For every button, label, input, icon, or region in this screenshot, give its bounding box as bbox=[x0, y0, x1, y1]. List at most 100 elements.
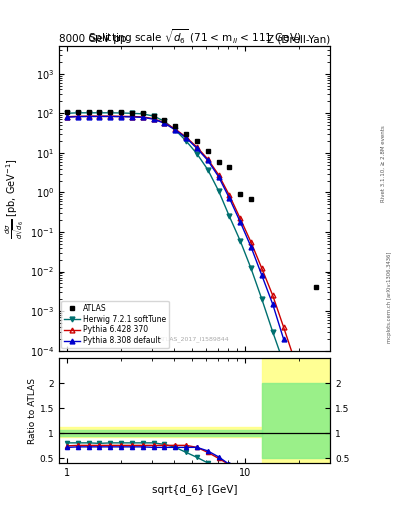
ATLAS bbox=[129, 110, 134, 116]
Herwig 7.2.1 softTune bbox=[205, 166, 210, 173]
Pythia 6.428 370 bbox=[281, 324, 286, 330]
Pythia 6.428 370 bbox=[97, 113, 102, 119]
Pythia 8.308 default bbox=[108, 114, 113, 120]
Herwig 7.2.1 softTune bbox=[238, 238, 242, 244]
Line: Pythia 6.428 370: Pythia 6.428 370 bbox=[65, 114, 297, 362]
Pythia 8.308 default bbox=[238, 219, 242, 225]
Text: 8000 GeV pp: 8000 GeV pp bbox=[59, 34, 127, 45]
Pythia 8.308 default bbox=[227, 195, 232, 201]
Pythia 8.308 default bbox=[281, 336, 286, 342]
Text: mcplots.cern.ch [arXiv:1306.3436]: mcplots.cern.ch [arXiv:1306.3436] bbox=[387, 251, 391, 343]
Line: ATLAS: ATLAS bbox=[65, 110, 318, 290]
ATLAS bbox=[238, 191, 242, 197]
Herwig 7.2.1 softTune bbox=[129, 110, 134, 116]
ATLAS bbox=[195, 138, 199, 144]
ATLAS bbox=[86, 109, 91, 115]
Pythia 6.428 370 bbox=[259, 265, 264, 271]
Pythia 8.308 default bbox=[249, 244, 253, 250]
Y-axis label: $\frac{d\sigma}{d\sqrt{d_6}}$ [pb, GeV$^{-1}$]: $\frac{d\sigma}{d\sqrt{d_6}}$ [pb, GeV$^… bbox=[4, 158, 27, 239]
Herwig 7.2.1 softTune bbox=[173, 127, 178, 133]
ATLAS bbox=[140, 110, 145, 116]
Line: Pythia 8.308 default: Pythia 8.308 default bbox=[65, 114, 286, 341]
Herwig 7.2.1 softTune bbox=[86, 110, 91, 116]
Herwig 7.2.1 softTune bbox=[108, 110, 113, 116]
ATLAS bbox=[162, 117, 167, 123]
Pythia 8.308 default bbox=[173, 127, 178, 133]
Pythia 6.428 370 bbox=[216, 172, 221, 178]
Herwig 7.2.1 softTune bbox=[151, 113, 156, 119]
ATLAS bbox=[151, 113, 156, 119]
Bar bbox=[262, 383, 330, 458]
Herwig 7.2.1 softTune bbox=[227, 213, 232, 219]
ATLAS bbox=[173, 123, 178, 130]
Herwig 7.2.1 softTune bbox=[184, 138, 189, 144]
Bar bbox=[262, 358, 330, 463]
Pythia 6.428 370 bbox=[162, 120, 167, 126]
Pythia 8.308 default bbox=[97, 114, 102, 120]
Pythia 6.428 370 bbox=[184, 134, 189, 140]
ATLAS bbox=[75, 109, 80, 115]
Pythia 6.428 370 bbox=[227, 192, 232, 198]
Pythia 6.428 370 bbox=[140, 114, 145, 120]
Pythia 6.428 370 bbox=[205, 156, 210, 162]
Pythia 8.308 default bbox=[162, 120, 167, 126]
Title: Splitting scale $\sqrt{d_{6}}$ (71 < m$_{ll}$ < 111 GeV): Splitting scale $\sqrt{d_{6}}$ (71 < m$_… bbox=[88, 27, 301, 46]
Bar bbox=[59, 431, 262, 436]
Pythia 8.308 default bbox=[184, 135, 189, 141]
Legend: ATLAS, Herwig 7.2.1 softTune, Pythia 6.428 370, Pythia 8.308 default: ATLAS, Herwig 7.2.1 softTune, Pythia 6.4… bbox=[61, 301, 169, 349]
Pythia 6.428 370 bbox=[75, 113, 80, 119]
Pythia 6.428 370 bbox=[151, 116, 156, 122]
Pythia 8.308 default bbox=[216, 174, 221, 180]
Pythia 8.308 default bbox=[195, 145, 199, 152]
Pythia 8.308 default bbox=[140, 114, 145, 120]
Herwig 7.2.1 softTune bbox=[119, 110, 123, 116]
Pythia 6.428 370 bbox=[173, 126, 178, 132]
Herwig 7.2.1 softTune bbox=[75, 110, 80, 116]
Text: ATLAS_2017_I1589844: ATLAS_2017_I1589844 bbox=[159, 336, 230, 342]
Herwig 7.2.1 softTune bbox=[249, 265, 253, 271]
Text: Z (Drell-Yan): Z (Drell-Yan) bbox=[267, 34, 330, 45]
Pythia 8.308 default bbox=[259, 272, 264, 279]
ATLAS bbox=[249, 196, 253, 202]
Pythia 8.308 default bbox=[65, 114, 70, 120]
Pythia 8.308 default bbox=[151, 116, 156, 122]
Y-axis label: Ratio to ATLAS: Ratio to ATLAS bbox=[28, 378, 37, 444]
ATLAS bbox=[108, 109, 113, 115]
Text: Rivet 3.1.10, ≥ 2.8M events: Rivet 3.1.10, ≥ 2.8M events bbox=[381, 125, 386, 202]
Herwig 7.2.1 softTune bbox=[65, 110, 70, 116]
Herwig 7.2.1 softTune bbox=[216, 188, 221, 194]
Pythia 6.428 370 bbox=[86, 113, 91, 119]
Pythia 8.308 default bbox=[270, 301, 275, 307]
Pythia 6.428 370 bbox=[249, 239, 253, 245]
Bar bbox=[59, 428, 262, 437]
Pythia 6.428 370 bbox=[292, 356, 297, 362]
Pythia 8.308 default bbox=[86, 114, 91, 120]
Herwig 7.2.1 softTune bbox=[162, 118, 167, 124]
Pythia 6.428 370 bbox=[195, 144, 199, 150]
Herwig 7.2.1 softTune bbox=[281, 359, 286, 366]
Line: Herwig 7.2.1 softTune: Herwig 7.2.1 softTune bbox=[65, 111, 297, 397]
Pythia 8.308 default bbox=[75, 114, 80, 120]
ATLAS bbox=[119, 109, 123, 115]
ATLAS bbox=[184, 131, 189, 137]
Herwig 7.2.1 softTune bbox=[140, 111, 145, 117]
Herwig 7.2.1 softTune bbox=[259, 296, 264, 302]
Pythia 6.428 370 bbox=[119, 113, 123, 119]
Pythia 8.308 default bbox=[129, 114, 134, 120]
Pythia 6.428 370 bbox=[270, 292, 275, 298]
ATLAS bbox=[314, 284, 318, 290]
Herwig 7.2.1 softTune bbox=[195, 151, 199, 157]
Pythia 6.428 370 bbox=[238, 216, 242, 222]
Pythia 6.428 370 bbox=[65, 114, 70, 120]
Herwig 7.2.1 softTune bbox=[292, 391, 297, 397]
ATLAS bbox=[216, 159, 221, 165]
Pythia 6.428 370 bbox=[108, 113, 113, 119]
Pythia 6.428 370 bbox=[129, 114, 134, 120]
ATLAS bbox=[65, 110, 70, 116]
Pythia 8.308 default bbox=[119, 114, 123, 120]
ATLAS bbox=[97, 109, 102, 115]
Pythia 8.308 default bbox=[205, 157, 210, 163]
X-axis label: sqrt{d_6} [GeV]: sqrt{d_6} [GeV] bbox=[152, 484, 237, 495]
ATLAS bbox=[205, 148, 210, 154]
Herwig 7.2.1 softTune bbox=[270, 329, 275, 335]
